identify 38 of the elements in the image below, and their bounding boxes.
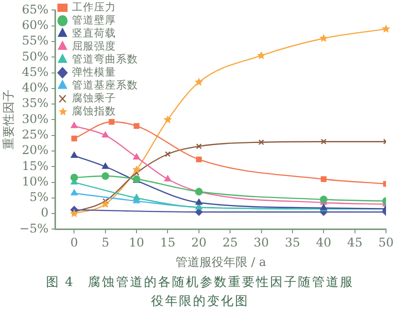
y-tick-label: −5% — [19, 221, 48, 236]
legend-label: 腐蚀指数 — [72, 104, 116, 118]
y-tick-label: 10% — [22, 174, 48, 188]
x-axis-title: 管道服役年限 / a — [175, 254, 266, 269]
y-tick-label: 5% — [29, 190, 48, 204]
y-tick-label: 45% — [22, 64, 48, 79]
x-tick-label: 15 — [160, 236, 176, 250]
x-tick-label: 5 — [102, 236, 110, 250]
y-tick-label: 55% — [22, 34, 48, 48]
x-tick-label: 20 — [191, 236, 207, 250]
y-tick-label: 35% — [22, 96, 48, 110]
legend-label: 工作压力 — [72, 0, 116, 14]
legend-label: 管道基座系数 — [72, 78, 138, 92]
legend-label: 弹性模量 — [72, 65, 116, 78]
x-tick-label: 10 — [128, 236, 144, 250]
x-tick-label: 40 — [316, 236, 332, 250]
legend-label: 腐蚀乘子 — [72, 91, 116, 104]
y-tick-label: 20% — [22, 143, 48, 158]
y-tick-label: 65% — [22, 2, 48, 16]
y-tick-label: 15% — [22, 158, 48, 173]
y-tick-label: 40% — [22, 80, 48, 95]
legend-label: 管道壁厚 — [72, 13, 116, 26]
x-tick-label: 25 — [222, 236, 238, 250]
x-tick-label: 45 — [347, 236, 362, 250]
legend-label: 管道弯曲系数 — [72, 52, 138, 66]
y-tick-label: 50% — [22, 49, 48, 64]
x-tick-label: 30 — [254, 236, 269, 250]
caption: 图 4 腐蚀管道的各随机参数重要性因子随管道服役年限的变化图 — [45, 273, 355, 310]
y-tick-label: 30% — [22, 112, 48, 126]
x-tick-label: 0 — [70, 236, 78, 250]
x-tick-label: 35 — [284, 236, 300, 250]
legend-label: 屈服强度 — [72, 39, 116, 52]
y-tick-label: 60% — [22, 18, 48, 32]
y-tick-label: 0 — [40, 206, 48, 220]
y-axis-title: 重要性因子 — [1, 90, 16, 150]
legend-label: 竖直荷载 — [72, 26, 116, 40]
y-tick-label: 25% — [22, 127, 48, 142]
x-tick-label: 50 — [378, 236, 394, 250]
